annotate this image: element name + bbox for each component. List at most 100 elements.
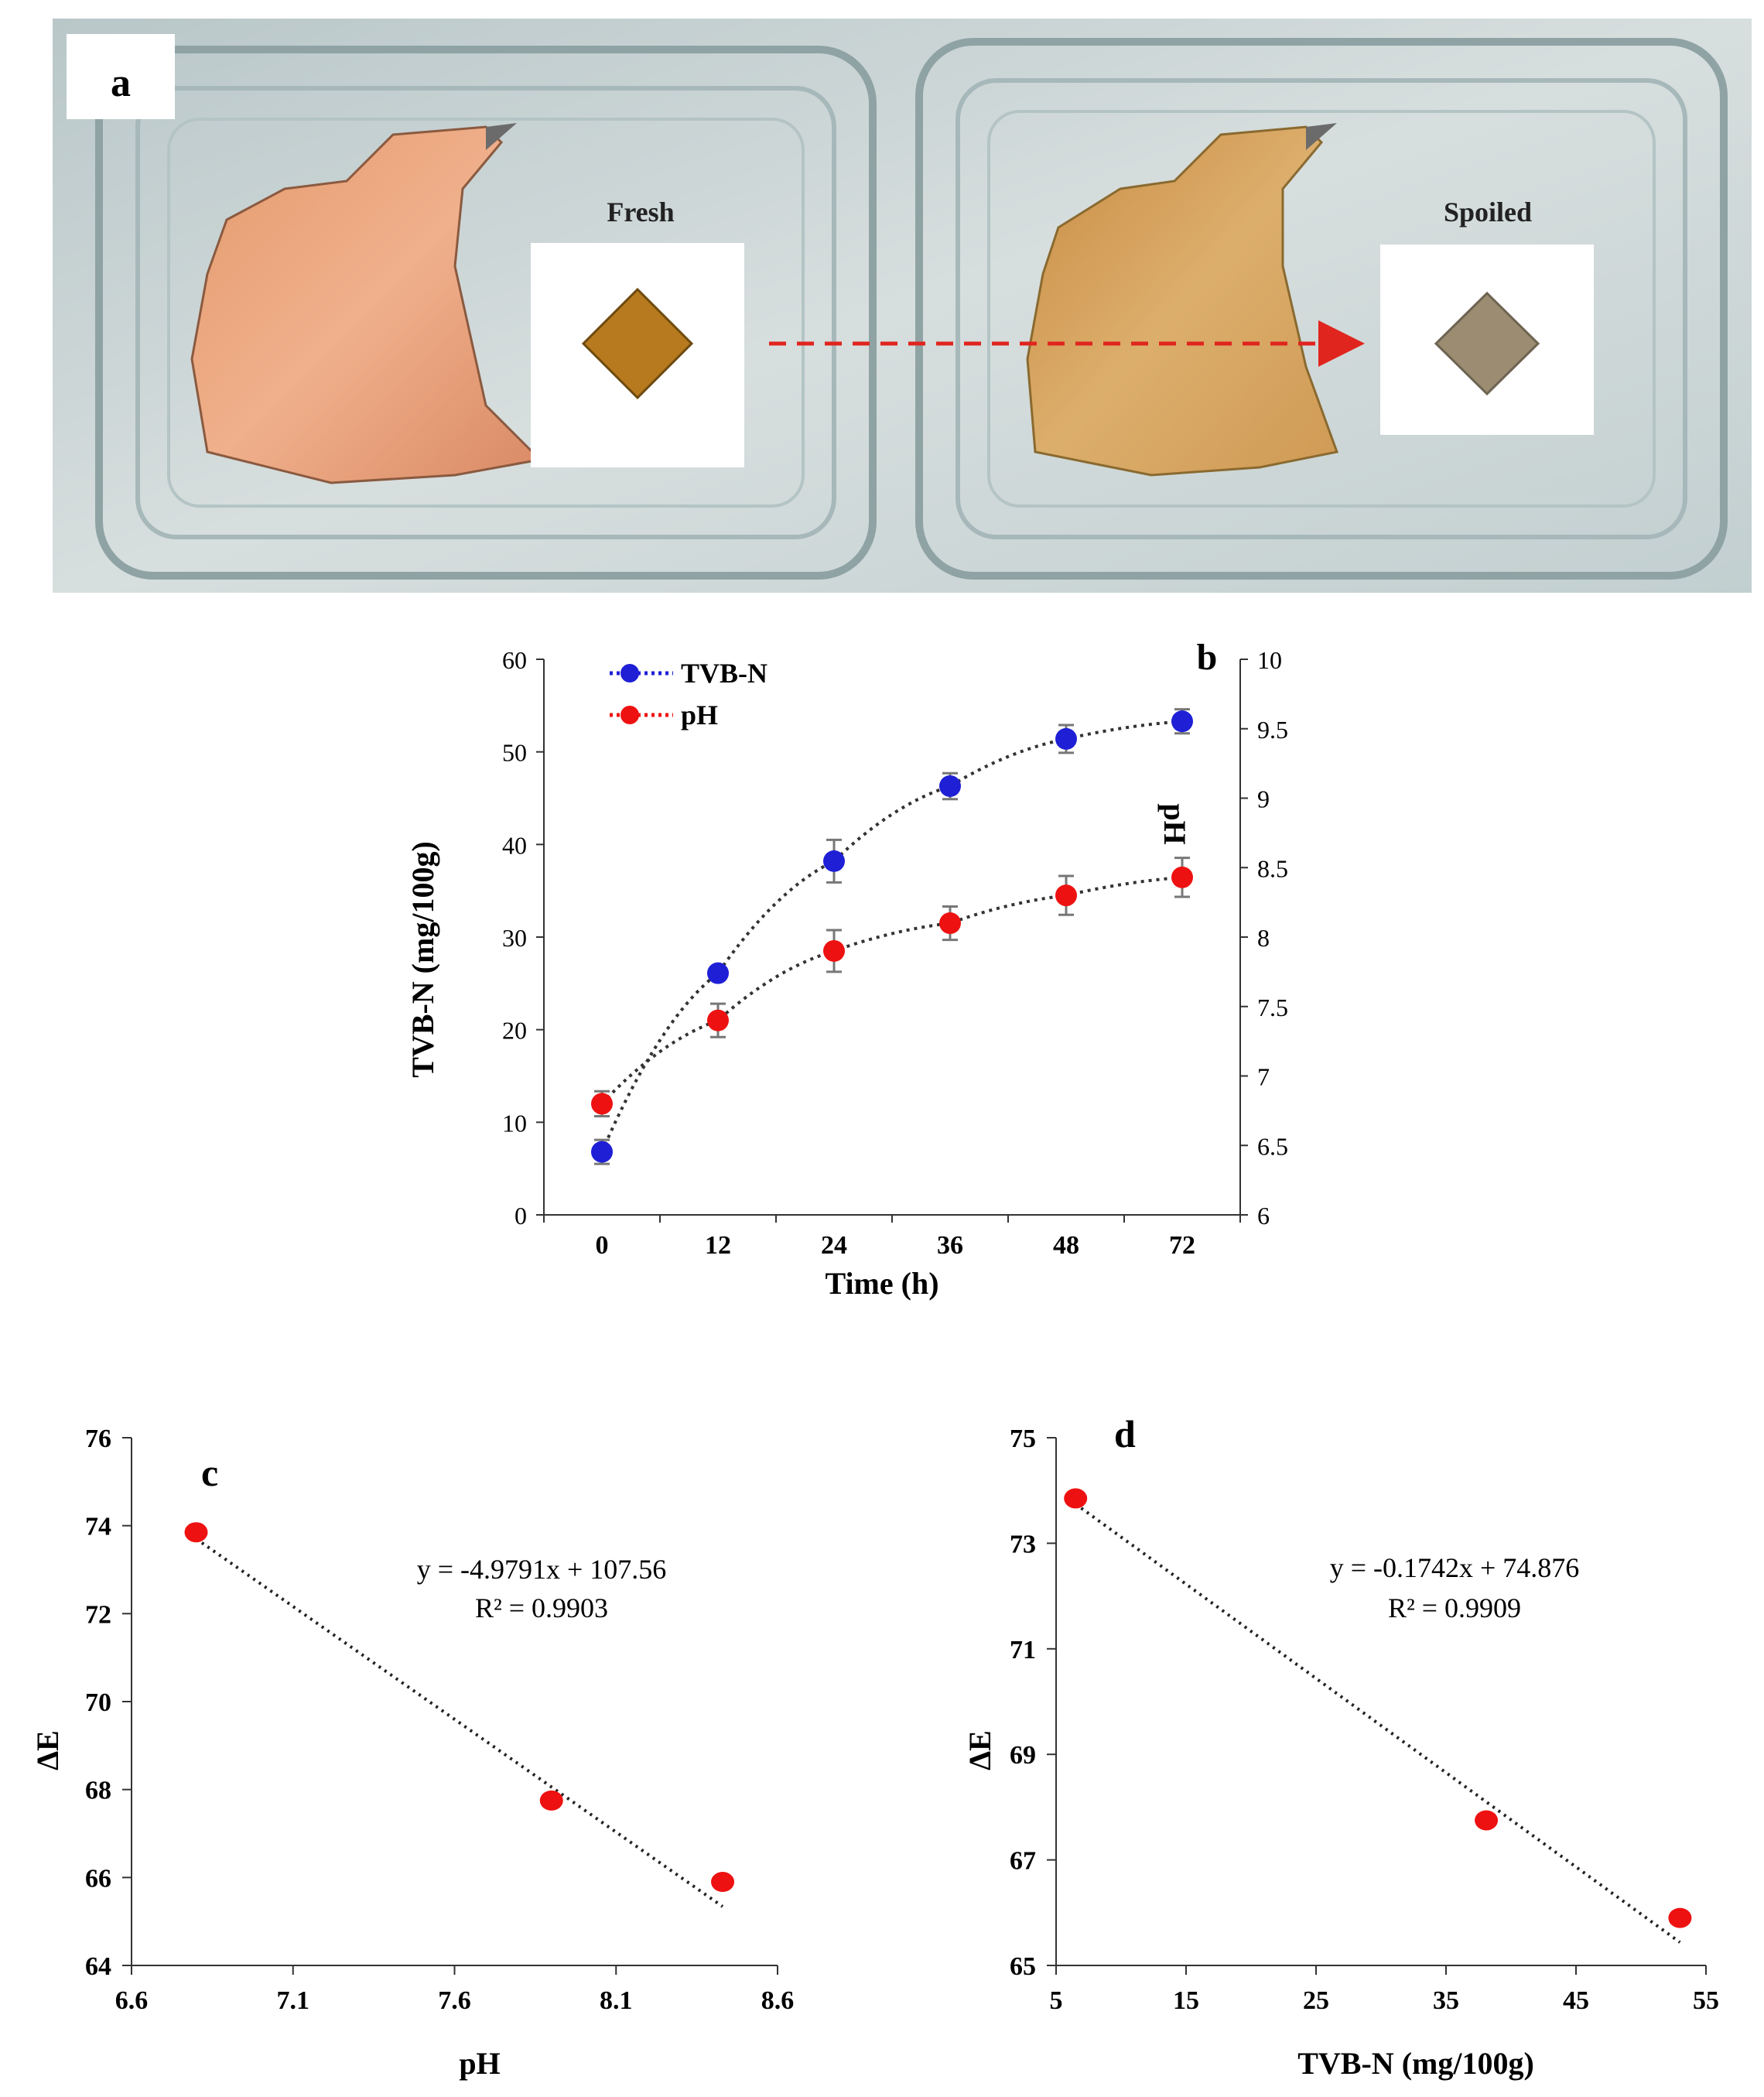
chart-b-ph-line — [600, 875, 1183, 1105]
legend-tvbn-label: TVB-N — [681, 658, 767, 689]
chart-b-y-label: TVB-N (mg/100g) — [405, 841, 440, 1078]
chart-c-y-tick-label: 68 — [85, 1777, 111, 1805]
chart-b-y2-tick-label: 6 — [1257, 1202, 1270, 1230]
chart-d-y-tick-label: 65 — [1010, 1952, 1036, 1981]
chart-d-x-tick-label: 55 — [1693, 1986, 1719, 2015]
chart-c-point — [184, 1522, 208, 1543]
spoiled-fish-fillet — [1026, 125, 1339, 477]
chart-b-y2-tick-label: 9.5 — [1257, 716, 1288, 744]
chart-c-trendline — [195, 1537, 724, 1908]
chart-c-x-label: pH — [459, 2046, 500, 2081]
chart-b-y-tick-label: 0 — [514, 1202, 527, 1230]
chart-b-y-tick-label: 10 — [502, 1109, 527, 1137]
chart-b-y2-tick-label: 8 — [1257, 924, 1270, 952]
chart-c-r2: R² = 0.9903 — [475, 1592, 608, 1623]
chart-d-y-tick-label: 67 — [1010, 1847, 1036, 1876]
chart-c-y-tick-label: 72 — [85, 1600, 111, 1629]
legend-ph-label: pH — [681, 700, 718, 730]
chart-b-tvbn-point — [591, 1141, 613, 1163]
fresh-indicator-film — [581, 287, 694, 400]
spoiled-label: Spoiled — [1444, 197, 1532, 227]
panel-d-label: d — [1114, 1412, 1136, 1456]
spoiled-fish-tail — [1306, 123, 1337, 150]
chart-d-y-label: ΔE — [962, 1730, 997, 1770]
chart-b-y-tick-label: 30 — [502, 924, 527, 952]
chart-c-point — [539, 1790, 563, 1811]
chart-b-y-tick-label: 40 — [502, 831, 527, 859]
panel-c-label: c — [201, 1451, 218, 1494]
chart-c-x-tick-label: 7.1 — [277, 1986, 310, 2015]
chart-d-y-tick-label: 75 — [1010, 1425, 1036, 1453]
chart-b-y2-label: pH — [1157, 803, 1192, 844]
chart-b-tvbn-point — [939, 775, 961, 797]
fresh-container — [95, 46, 877, 580]
chart-c-y-tick-label: 70 — [85, 1688, 111, 1717]
chart-b-x-tick-label: 72 — [1169, 1231, 1195, 1260]
chart-b-x-tick-label: 36 — [937, 1231, 963, 1260]
chart-c-y-tick-label: 74 — [85, 1513, 111, 1541]
chart-b-x-tick-label: 0 — [596, 1231, 609, 1260]
chart-c-y-tick-label: 66 — [85, 1864, 111, 1893]
chart-b-y2-tick-label: 9 — [1257, 785, 1270, 813]
chart-c-x-tick-label: 7.6 — [438, 1986, 471, 2015]
chart-b-tvbn-point — [707, 962, 729, 984]
fresh-fish-tail — [486, 123, 517, 150]
chart-d-point — [1475, 1810, 1499, 1831]
chart-b-tvbn-point — [1171, 710, 1193, 733]
chart-b-y2-tick-label: 7.5 — [1257, 994, 1288, 1021]
chart-d-point — [1668, 1907, 1692, 1928]
spoiled-indicator-film — [1434, 291, 1540, 396]
chart-b-x-tick-label: 48 — [1053, 1231, 1079, 1260]
chart-b: 0 10 20 30 40 50 60 6 6.5 7 7.5 8 8.5 9 9.5 10 0 12 24 36 48… — [405, 637, 1288, 1301]
chart-d: 65 67 69 71 73 75 5 15 25 35 45 55 d y = -0.1742x +… — [962, 1412, 1719, 2081]
chart-c-y-tick-label: 64 — [85, 1952, 111, 1981]
chart-d-x-tick-label: 35 — [1433, 1986, 1459, 2015]
chart-b-y2-tick-label: 8.5 — [1257, 854, 1288, 882]
photo-panel: a Fresh Spoiled — [53, 19, 1752, 593]
panel-a-label: a — [111, 61, 131, 105]
chart-c-equation: y = -4.9791x + 107.56 — [417, 1554, 667, 1585]
chart-b-ph-point — [823, 939, 845, 962]
fresh-fish-fillet — [190, 125, 543, 484]
chart-d-x-tick-label: 5 — [1050, 1986, 1063, 2015]
chart-c-x-tick-label: 8.1 — [600, 1986, 633, 2015]
chart-d-y-tick-label: 71 — [1010, 1636, 1036, 1664]
legend-ph-marker — [620, 706, 639, 724]
chart-d-x-tick-label: 15 — [1173, 1986, 1199, 2015]
chart-b-y-tick-label: 60 — [502, 646, 527, 674]
fresh-label: Fresh — [607, 197, 674, 227]
panel-b-label: b — [1197, 637, 1218, 678]
spoiled-container — [915, 38, 1728, 580]
panel-a-label-box — [67, 34, 175, 119]
chart-b-tvbn-line — [600, 720, 1183, 1153]
chart-b-y-tick-label: 50 — [502, 739, 527, 767]
chart-b-ph-point — [707, 1009, 729, 1031]
chart-d-point — [1064, 1488, 1088, 1509]
chart-c-x-tick-label: 8.6 — [761, 1986, 795, 2015]
chart-b-ph-point — [939, 912, 961, 935]
chart-d-x-label: TVB-N (mg/100g) — [1297, 2046, 1534, 2081]
chart-c-point — [711, 1872, 735, 1893]
chart-b-x-tick-label: 12 — [705, 1231, 731, 1260]
chart-c-y-tick-label: 76 — [85, 1425, 111, 1453]
chart-b-ph-point — [1055, 884, 1077, 907]
chart-b-y2-tick-label: 6.5 — [1257, 1132, 1288, 1160]
chart-b-y2-tick-label: 7 — [1257, 1063, 1270, 1091]
chart-b-ph-point — [1171, 866, 1193, 888]
chart-b-tvbn-point — [1055, 727, 1077, 750]
chart-d-y-tick-label: 69 — [1010, 1741, 1036, 1770]
chart-c: 64 66 68 70 72 74 76 6.6 7.1 7.6 8.1 8.6 c y = -4.9… — [30, 1425, 795, 2081]
chart-b-legend: TVB-N pH — [610, 658, 767, 730]
chart-b-y-tick-label: 20 — [502, 1017, 527, 1045]
chart-d-x-tick-label: 25 — [1303, 1986, 1329, 2015]
chart-b-x-tick-label: 24 — [821, 1231, 847, 1260]
chart-b-tvbn-point — [823, 850, 845, 872]
chart-d-x-tick-label: 45 — [1563, 1986, 1589, 2015]
chart-c-y-label: ΔE — [30, 1730, 65, 1770]
chart-c-x-tick-label: 6.6 — [115, 1986, 149, 2015]
chart-d-equation: y = -0.1742x + 74.876 — [1330, 1552, 1580, 1583]
legend-tvbn-marker — [620, 664, 639, 682]
chart-b-x-label: Time (h) — [825, 1266, 938, 1301]
chart-b-ph-point — [591, 1093, 613, 1115]
chart-d-r2: R² = 0.9909 — [1388, 1592, 1521, 1623]
